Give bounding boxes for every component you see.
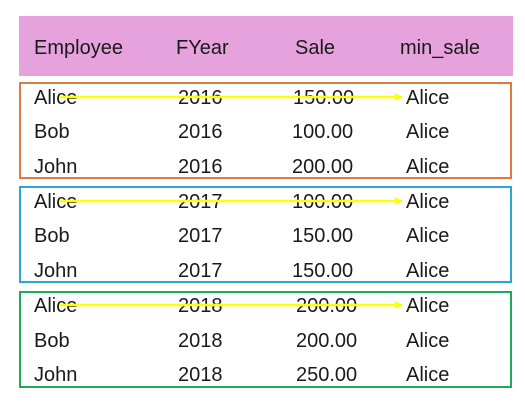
row-employee: Alice [34,295,78,317]
row-fyear: 2016 [178,156,223,178]
row-employee: Bob [34,121,70,143]
row-sale: 200.00 [296,295,358,317]
row-min-sale: Alice [406,87,450,109]
row-fyear: 2018 [178,364,223,386]
row-fyear: 2016 [178,87,223,109]
row-employee: Bob [34,225,70,247]
row-fyear: 2017 [178,225,223,247]
row-fyear: 2017 [178,191,223,213]
row-employee: John [34,156,78,178]
row-min-sale: Alice [406,191,450,213]
header-employee: Employee [34,37,123,59]
row-sale: 200.00 [292,156,354,178]
row-sale: 250.00 [296,364,358,386]
group-box-2018 [19,291,512,388]
row-sale: 150.00 [293,87,355,109]
row-min-sale: Alice [406,260,450,282]
row-fyear: 2018 [178,330,223,352]
row-sale: 150.00 [292,260,354,282]
row-min-sale: Alice [406,364,450,386]
row-sale: 150.00 [292,225,354,247]
row-min-sale: Alice [406,330,450,352]
row-employee: Bob [34,330,70,352]
row-fyear: 2016 [178,121,223,143]
row-employee: John [34,260,78,282]
row-min-sale: Alice [406,156,450,178]
row-fyear: 2017 [178,260,223,282]
table-header [19,16,513,76]
row-fyear: 2018 [178,295,223,317]
header-fyear: FYear [176,37,229,59]
row-min-sale: Alice [406,225,450,247]
row-employee: Alice [34,87,78,109]
row-min-sale: Alice [406,295,450,317]
row-employee: Alice [34,191,78,213]
group-box-2016 [19,82,512,179]
row-sale: 200.00 [296,330,358,352]
row-sale: 100.00 [292,191,354,213]
header-sale: Sale [295,37,336,59]
row-min-sale: Alice [406,121,450,143]
group-box-2017 [19,186,512,283]
row-sale: 100.00 [292,121,354,143]
header-min-sale: min_sale [400,37,481,59]
row-employee: John [34,364,78,386]
